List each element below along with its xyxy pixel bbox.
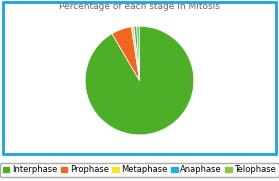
Wedge shape <box>85 26 194 135</box>
Title: Percentage of each stage in Mitosis: Percentage of each stage in Mitosis <box>59 1 220 10</box>
Wedge shape <box>131 27 140 81</box>
Wedge shape <box>134 26 140 81</box>
Wedge shape <box>112 27 140 81</box>
Legend: Interphase, Prophase, Metaphase, Anaphase, Telophase: Interphase, Prophase, Metaphase, Anaphas… <box>0 163 279 177</box>
Wedge shape <box>137 26 140 81</box>
